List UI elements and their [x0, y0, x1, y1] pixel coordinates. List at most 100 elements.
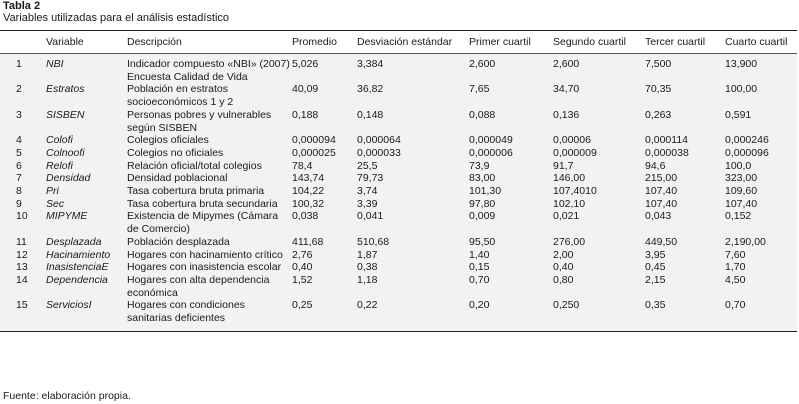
cell-q2: 0,250 [553, 299, 580, 312]
cell-variable: Desplazada [46, 235, 102, 248]
cell-std-dev: 0,000064 [357, 134, 401, 147]
table-row: 10 MIPYME Existencia de Mipymes (Cámara de… [0, 210, 797, 235]
cell-q3: 70,35 [645, 83, 672, 96]
cell-std-dev: 0,148 [357, 108, 384, 121]
cell-mean: 104,22 [292, 185, 325, 198]
cell-std-dev: 3,384 [357, 58, 384, 70]
cell-q3: 107,40 [645, 185, 678, 198]
footnote: Fuente: elaboración propia. [3, 390, 131, 402]
cell-std-dev: 1,87 [357, 248, 378, 261]
cell-description: Población en estratos socioeconómicos 1 … [127, 83, 234, 109]
cell-q4: 1,70 [725, 261, 746, 274]
cell-variable: InasistenciaE [46, 261, 109, 274]
table-row: 12 Hacinamiento Hogares con hacinamiento c… [0, 249, 797, 262]
cell-variable: Sec [46, 197, 65, 210]
cell-q3: 0,000114 [645, 134, 689, 147]
cell-q1: 73,9 [469, 159, 490, 172]
cell-description: Hogares con hacinamiento crítico [127, 248, 283, 261]
cell-q4: 0,000246 [725, 134, 769, 147]
cell-number: 4 [16, 134, 22, 147]
cell-number: 12 [16, 248, 28, 261]
cell-q2: 0,000009 [553, 146, 597, 159]
cell-q4: 13,900 [725, 58, 758, 70]
cell-q3: 0,043 [645, 210, 672, 223]
table-row: 5 Colnoofi Colegios no oficiales 0,000025 0,… [0, 147, 797, 160]
cell-description: Indicador compuesto «NBI» (2007) Encuest… [127, 58, 290, 83]
cell-q3: 3,95 [645, 248, 666, 261]
cell-q4: 100,0 [725, 159, 752, 172]
cell-q2: 146,00 [553, 172, 586, 185]
table-row: 3 SISBEN Personas pobres y vulnerables seg… [0, 109, 797, 134]
cell-q4: 4,50 [725, 273, 746, 286]
cell-number: 13 [16, 261, 28, 274]
cell-q3: 2,15 [645, 273, 666, 286]
table-subtitle: Variables utilizadas para el análisis es… [3, 12, 230, 24]
cell-q3: 0,35 [645, 299, 666, 312]
cell-q3: 0,000038 [645, 146, 689, 159]
table-row: 8 Pri Tasa cobertura bruta primaria 104,22 3… [0, 185, 797, 198]
cell-variable: NBI [46, 58, 64, 70]
cell-q2: 34,70 [553, 83, 580, 96]
column-header-number [0, 31, 46, 54]
cell-q1: 0,000049 [469, 134, 513, 147]
cell-variable: Pri [46, 185, 59, 198]
cell-description: Tasa cobertura bruta secundaria [127, 197, 278, 210]
cell-q2: 276,00 [553, 235, 586, 248]
cell-std-dev: 3,39 [357, 197, 378, 210]
cell-mean: 0,40 [292, 261, 313, 274]
cell-q2: 2,600 [553, 58, 580, 70]
cell-q3: 215,00 [645, 172, 678, 185]
cell-q1: 0,70 [469, 273, 490, 286]
cell-q1: 1,40 [469, 248, 490, 261]
table-row: 4 Colofi Colegios oficiales 0,000094 0,00006… [0, 134, 797, 147]
cell-number: 9 [16, 197, 22, 210]
cell-q1: 2,600 [469, 58, 496, 70]
table-title: Tabla 2 [3, 0, 41, 12]
cell-q3: 0,45 [645, 261, 666, 274]
cell-q2: 2,00 [553, 248, 574, 261]
column-header-mean: Promedio [292, 31, 357, 54]
cell-description: Hogares con alta dependencia económica [127, 273, 270, 299]
cell-mean: 0,188 [292, 108, 319, 121]
cell-q1: 83,00 [469, 172, 496, 185]
table-row: 7 Densidad Densidad poblacional 143,74 79,73… [0, 172, 797, 185]
cell-variable: Colofi [46, 134, 73, 147]
cell-q1: 0,000006 [469, 146, 513, 159]
cell-variable: MIPYME [46, 210, 88, 223]
cell-variable: Densidad [46, 172, 91, 185]
cell-q1: 0,009 [469, 210, 496, 223]
cell-std-dev: 0,000033 [357, 146, 401, 159]
cell-q2: 0,00006 [553, 134, 591, 147]
cell-q3: 94,6 [645, 159, 666, 172]
cell-std-dev: 0,38 [357, 261, 378, 274]
cell-q1: 0,088 [469, 108, 496, 121]
cell-mean: 1,52 [292, 273, 313, 286]
header-row: Variable Descripción Promedio Desviación es… [0, 31, 797, 54]
cell-number: 2 [16, 83, 22, 96]
cell-q1: 101,30 [469, 185, 502, 198]
cell-q4: 0,000096 [725, 146, 769, 159]
cell-description: Hogares con inasistencia escolar [127, 261, 282, 274]
table-row: 14 Dependencia Hogares con alta dependenci… [0, 274, 797, 299]
cell-description: Densidad poblacional [127, 172, 228, 185]
cell-std-dev: 36,82 [357, 83, 384, 96]
table-row: 2 Estratos Población en estratos socioecon… [0, 83, 797, 108]
cell-q2: 0,021 [553, 210, 580, 223]
cell-description: Hogares con condiciones sanitarias defic… [127, 299, 245, 325]
cell-std-dev: 3,74 [357, 185, 378, 198]
data-table: Variable Descripción Promedio Desviación es… [0, 30, 797, 332]
column-header-description: Descripción [127, 31, 292, 54]
cell-q4: 0,152 [725, 210, 752, 223]
table-row: 6 Relofi Relación oficial/total colegios 78… [0, 160, 797, 173]
cell-std-dev: 510,68 [357, 235, 390, 248]
cell-variable: Estratos [46, 83, 85, 96]
cell-description: Personas pobres y vulnerables según SISB… [127, 108, 272, 134]
cell-mean: 78,4 [292, 159, 313, 172]
column-header-q4: Cuarto cuartil [725, 31, 797, 54]
cell-number: 14 [16, 273, 28, 286]
cell-mean: 0,25 [292, 299, 313, 312]
cell-q1: 97,80 [469, 197, 496, 210]
cell-q2: 0,136 [553, 108, 580, 121]
cell-mean: 0,038 [292, 210, 319, 223]
column-header-q3: Tercer cuartil [645, 31, 725, 54]
